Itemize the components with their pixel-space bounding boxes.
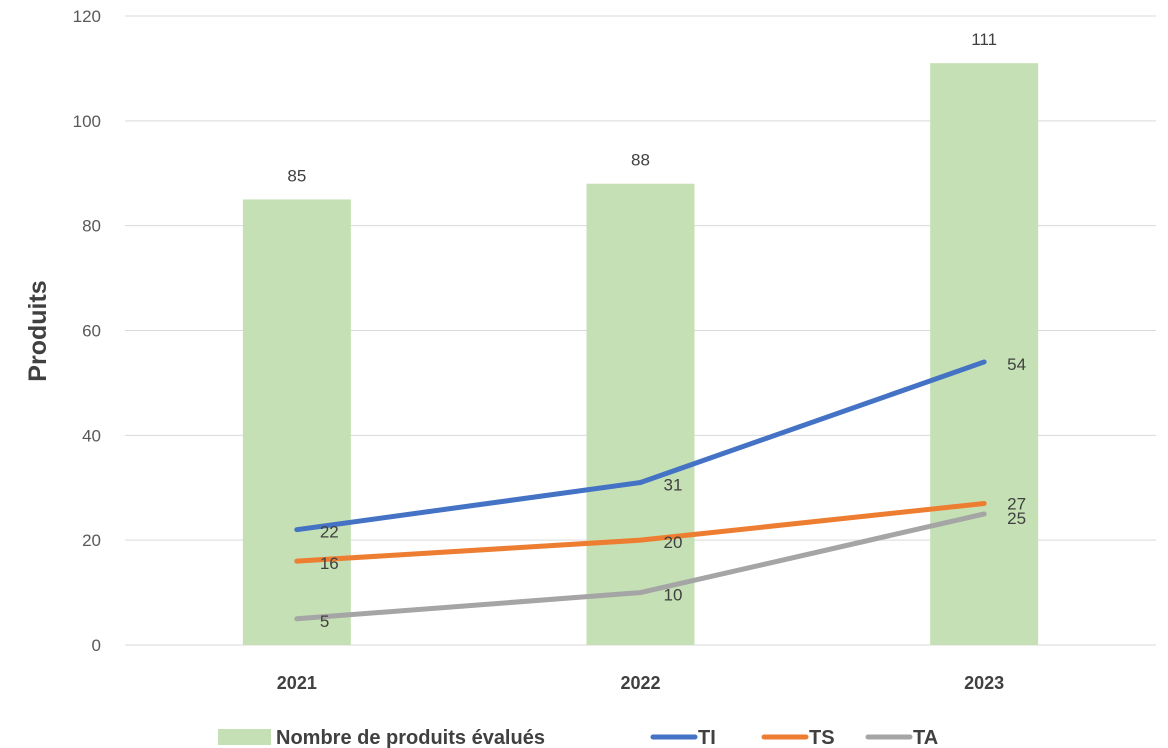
y-tick-label: 60 — [82, 322, 101, 341]
x-category-label: 2023 — [964, 673, 1004, 693]
y-tick-label: 40 — [82, 426, 101, 445]
line-data-label: 27 — [1007, 494, 1026, 513]
y-tick-label: 20 — [82, 531, 101, 550]
y-tick-label: 100 — [73, 112, 101, 131]
legend-label: TA — [913, 727, 938, 748]
x-category-label: 2021 — [277, 673, 317, 693]
x-category-label: 2022 — [620, 673, 660, 693]
bar — [242, 199, 351, 646]
line-series: 22 31 54 16 20 27 5 10 25 — [294, 355, 1026, 631]
line-ta — [294, 511, 987, 622]
line-ti — [294, 359, 987, 533]
line-data-label: 54 — [1007, 355, 1026, 374]
legend: Nombre de produits évalués TI TS TA — [218, 727, 938, 748]
y-axis-label: Produits — [24, 280, 52, 381]
y-tick-label: 120 — [73, 7, 101, 26]
legend-label: TS — [809, 727, 835, 748]
bar-data-label: 111 — [971, 30, 997, 49]
bar-data-label: 88 — [631, 151, 650, 170]
line-ts — [294, 500, 987, 564]
bar — [930, 63, 1039, 646]
line-data-label: 22 — [320, 523, 339, 542]
bar — [586, 183, 695, 645]
y-tick-label: 80 — [82, 217, 101, 236]
bar-data-label: 85 — [287, 166, 306, 185]
bar-series: 85 88 111 — [242, 30, 1039, 646]
y-axis-ticks: 0 20 40 60 80 100 120 — [73, 7, 101, 655]
x-axis-categories: 2021 2022 2023 — [277, 673, 1004, 693]
line-data-label: 10 — [664, 586, 683, 605]
legend-label: Nombre de produits évalués — [276, 727, 545, 748]
line-data-label: 20 — [664, 533, 683, 552]
line-data-label: 5 — [320, 612, 329, 631]
legend-label: TI — [698, 727, 716, 748]
legend-swatch-bars — [218, 729, 271, 745]
y-tick-label: 0 — [92, 636, 101, 655]
line-data-label: 16 — [320, 554, 339, 573]
line-data-label: 31 — [664, 476, 683, 495]
line-data-label: 25 — [1007, 509, 1026, 528]
